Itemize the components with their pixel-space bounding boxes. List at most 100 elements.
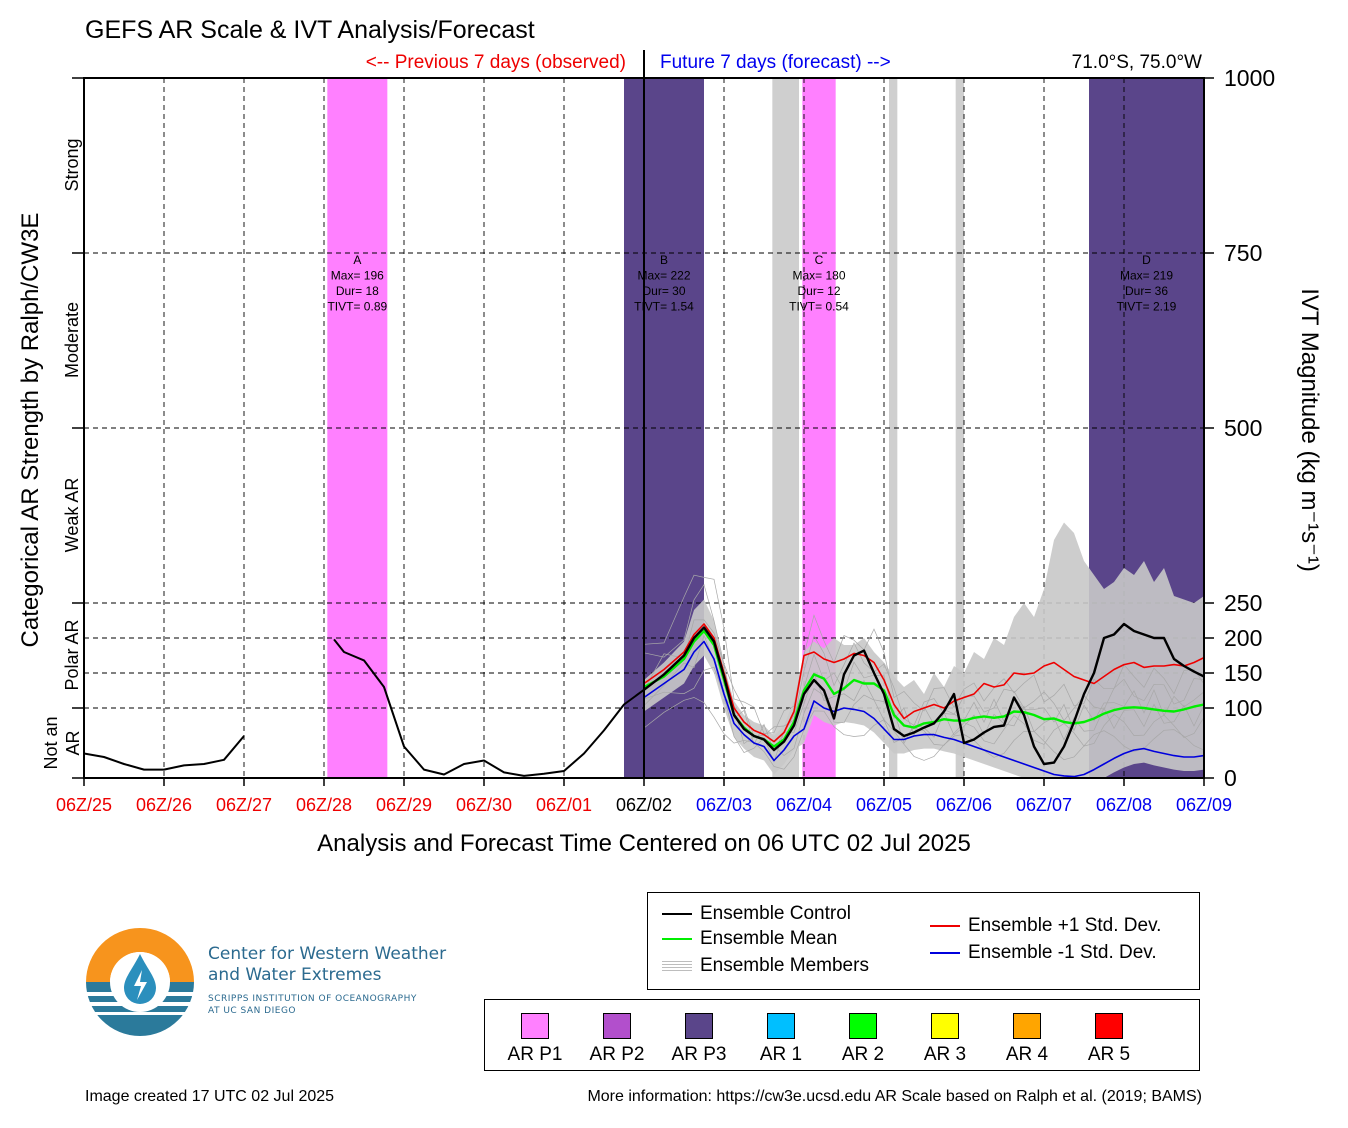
ar-event-b-text-2: Dur= 30 [642,284,685,298]
header-forecast: Future 7 days (forecast) --> [660,52,891,73]
chart-title: GEFS AR Scale & IVT Analysis/Forecast [85,16,535,44]
legend-control-label: Ensemble Control [700,903,852,924]
ar-event-d-text-0: D [1142,253,1151,267]
legend-control: Ensemble Control [662,903,851,925]
x-tick-label-0: 06Z/25 [56,795,112,815]
ensemble-members-spread [644,522,1204,778]
legend-control-swatch [662,913,692,915]
logo-line2: and Water Extremes [208,965,382,985]
x-tick-label-8: 06Z/03 [696,795,752,815]
y-axis-label-right: IVT Magnitude (kg m⁻¹s⁻¹) [1296,288,1323,572]
y-tick-label-0: 0 [1224,765,1237,791]
legend-plus1-label: Ensemble +1 Std. Dev. [968,915,1162,936]
legend-members-label: Ensemble Members [700,955,869,976]
legend-members-swatch [662,961,692,971]
ar-scale-label-0: AR P1 [507,1044,563,1065]
control-line-observed-2 [333,638,645,777]
ar-scale-swatch-5 [931,1013,959,1039]
ar-event-a-text-2: Dur= 18 [336,284,379,298]
y-tick-label-200: 200 [1224,625,1262,651]
logo-subtitle: SCRIPPS INSTITUTION OF OCEANOGRAPHY AT U… [208,993,417,1017]
ar-event-b-text-0: B [660,253,668,267]
legend-members: Ensemble Members [662,955,869,977]
cw3e-logo-icon [86,928,194,1036]
x-axis-label: Analysis and Forecast Time Centered on 0… [317,830,971,857]
category-label-1: Polar AR [62,619,82,690]
ar-event-c-text-1: Max= 180 [792,269,845,283]
ar-scale-label-6: AR 4 [1005,1044,1049,1065]
category-label-2: Weak AR [62,478,82,553]
ar-scale-swatch-7 [1095,1013,1123,1039]
x-tick-label-6: 06Z/01 [536,795,592,815]
legend-minus1-label: Ensemble -1 Std. Dev. [968,942,1157,963]
ar-scale-swatch-3 [767,1013,795,1039]
x-tick-label-9: 06Z/04 [776,795,832,815]
ar-scale-label-4: AR 2 [841,1044,885,1065]
legend-mean: Ensemble Mean [662,928,837,950]
ar-event-c-text-0: C [815,253,824,267]
y-tick-label-250: 250 [1224,590,1262,616]
ar-scale-label-3: AR 1 [759,1044,803,1065]
header-observed: <-- Previous 7 days (observed) [366,52,626,73]
y-tick-label-150: 150 [1224,660,1262,686]
ar-event-d-text-2: Dur= 36 [1125,284,1168,298]
legend-plus1: Ensemble +1 Std. Dev. [930,915,1161,937]
ar-event-d-text-1: Max= 219 [1120,269,1173,283]
x-tick-label-3: 06Z/28 [296,795,352,815]
ar-scale-label-5: AR 3 [923,1044,967,1065]
ar-scale-label-2: AR P3 [671,1044,727,1065]
x-tick-label-5: 06Z/30 [456,795,512,815]
legend-mean-label: Ensemble Mean [700,928,838,949]
logo-title: Center for Western Weather and Water Ext… [208,944,446,986]
x-tick-label-2: 06Z/27 [216,795,272,815]
gray-band-0 [772,78,799,778]
ensemble-member-line-3 [643,574,1204,734]
legend-minus1-swatch [930,952,960,954]
legend-plus1-swatch [930,925,960,927]
x-tick-label-12: 06Z/07 [1016,795,1072,815]
x-tick-label-11: 06Z/06 [936,795,992,815]
category-label-0: Not an AR [41,716,83,769]
control-line-observed-1 [84,735,245,771]
ar-event-d-text-3: TIVT= 2.19 [1117,300,1177,314]
ar-scale-swatch-4 [849,1013,877,1039]
x-tick-label-13: 06Z/08 [1096,795,1152,815]
x-tick-label-1: 06Z/26 [136,795,192,815]
category-label-0-line-1: Not an [41,716,61,769]
y-tick-label-100: 100 [1224,695,1262,721]
location-label: 71.0°S, 75.0°W [1072,52,1202,73]
ar-event-b-text-1: Max= 222 [637,269,690,283]
logo-line1: Center for Western Weather [208,944,447,964]
legend-minus1: Ensemble -1 Std. Dev. [930,942,1157,964]
ar-event-a-text-0: A [353,253,361,267]
y-tick-label-1000: 1000 [1224,65,1275,91]
y-tick-label-500: 500 [1224,415,1262,441]
ar-event-c-text-2: Dur= 12 [797,284,840,298]
ensemble-member-line-1 [643,666,1204,756]
ar-scale-swatch-1 [603,1013,631,1039]
category-label-0-line-2: AR [63,730,83,755]
ar-scale-swatch-6 [1013,1013,1041,1039]
ar-scale-legend: AR P1 AR P2 AR P3 AR 1 AR 2 AR 3 AR 4 AR 5 [484,999,1200,1071]
footer-info: More information: https://cw3e.ucsd.edu … [587,1088,1202,1105]
x-tick-label-7: 06Z/02 [616,795,672,815]
minus1-std-line [643,640,1204,778]
plus1-std-line [643,623,1204,743]
legend-mean-swatch [662,938,692,940]
y-tick-label-750: 750 [1224,240,1262,266]
legend-box: Ensemble Control Ensemble Mean Ensemble … [647,892,1200,990]
y-axis-label-left: Categorical AR Strength by Ralph/CW3E [17,213,44,648]
x-tick-label-14: 06Z/09 [1176,795,1232,815]
ar-event-a-text-3: TIVT= 0.89 [327,300,387,314]
category-label-4: Strong [62,138,82,191]
ar-event-c-text-3: TIVT= 0.54 [789,300,849,314]
ar-scale-swatch-0 [521,1013,549,1039]
gray-band-1 [889,78,898,778]
x-tick-label-10: 06Z/05 [856,795,912,815]
ar-event-a-text-1: Max= 196 [331,269,384,283]
ar-scale-label-7: AR 5 [1087,1044,1131,1065]
x-tick-label-4: 06Z/29 [376,795,432,815]
logo-line3: SCRIPPS INSTITUTION OF OCEANOGRAPHY [208,994,417,1004]
category-label-3: Moderate [62,302,82,378]
